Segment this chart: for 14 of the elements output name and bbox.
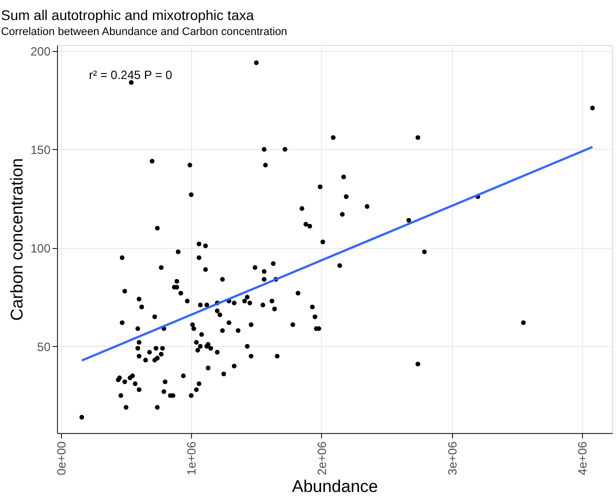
y-tick-label: 150 [30,142,51,157]
y-tick-label: 200 [30,44,51,58]
chart-title: Sum all autotrophic and mixotrophic taxa [0,6,254,23]
y-tick-label: 100 [30,241,51,256]
chart-subtitle: Correlation between Abundance and Carbon concentration [0,26,288,38]
y-tick-label: 50 [37,340,51,354]
x-tick-label: 1e+06 [184,441,199,476]
y-axis-title: Carbon concentration [7,158,26,321]
x-axis-title: Abundance [292,477,378,496]
annotation: r² = 0.245 P = 0 [89,68,172,82]
x-tick-label: 2e+06 [314,441,329,476]
x-tick-label: 4e+06 [576,441,590,476]
x-tick-label: 3e+06 [445,441,460,476]
x-tick-label: 0e+00 [54,441,68,476]
